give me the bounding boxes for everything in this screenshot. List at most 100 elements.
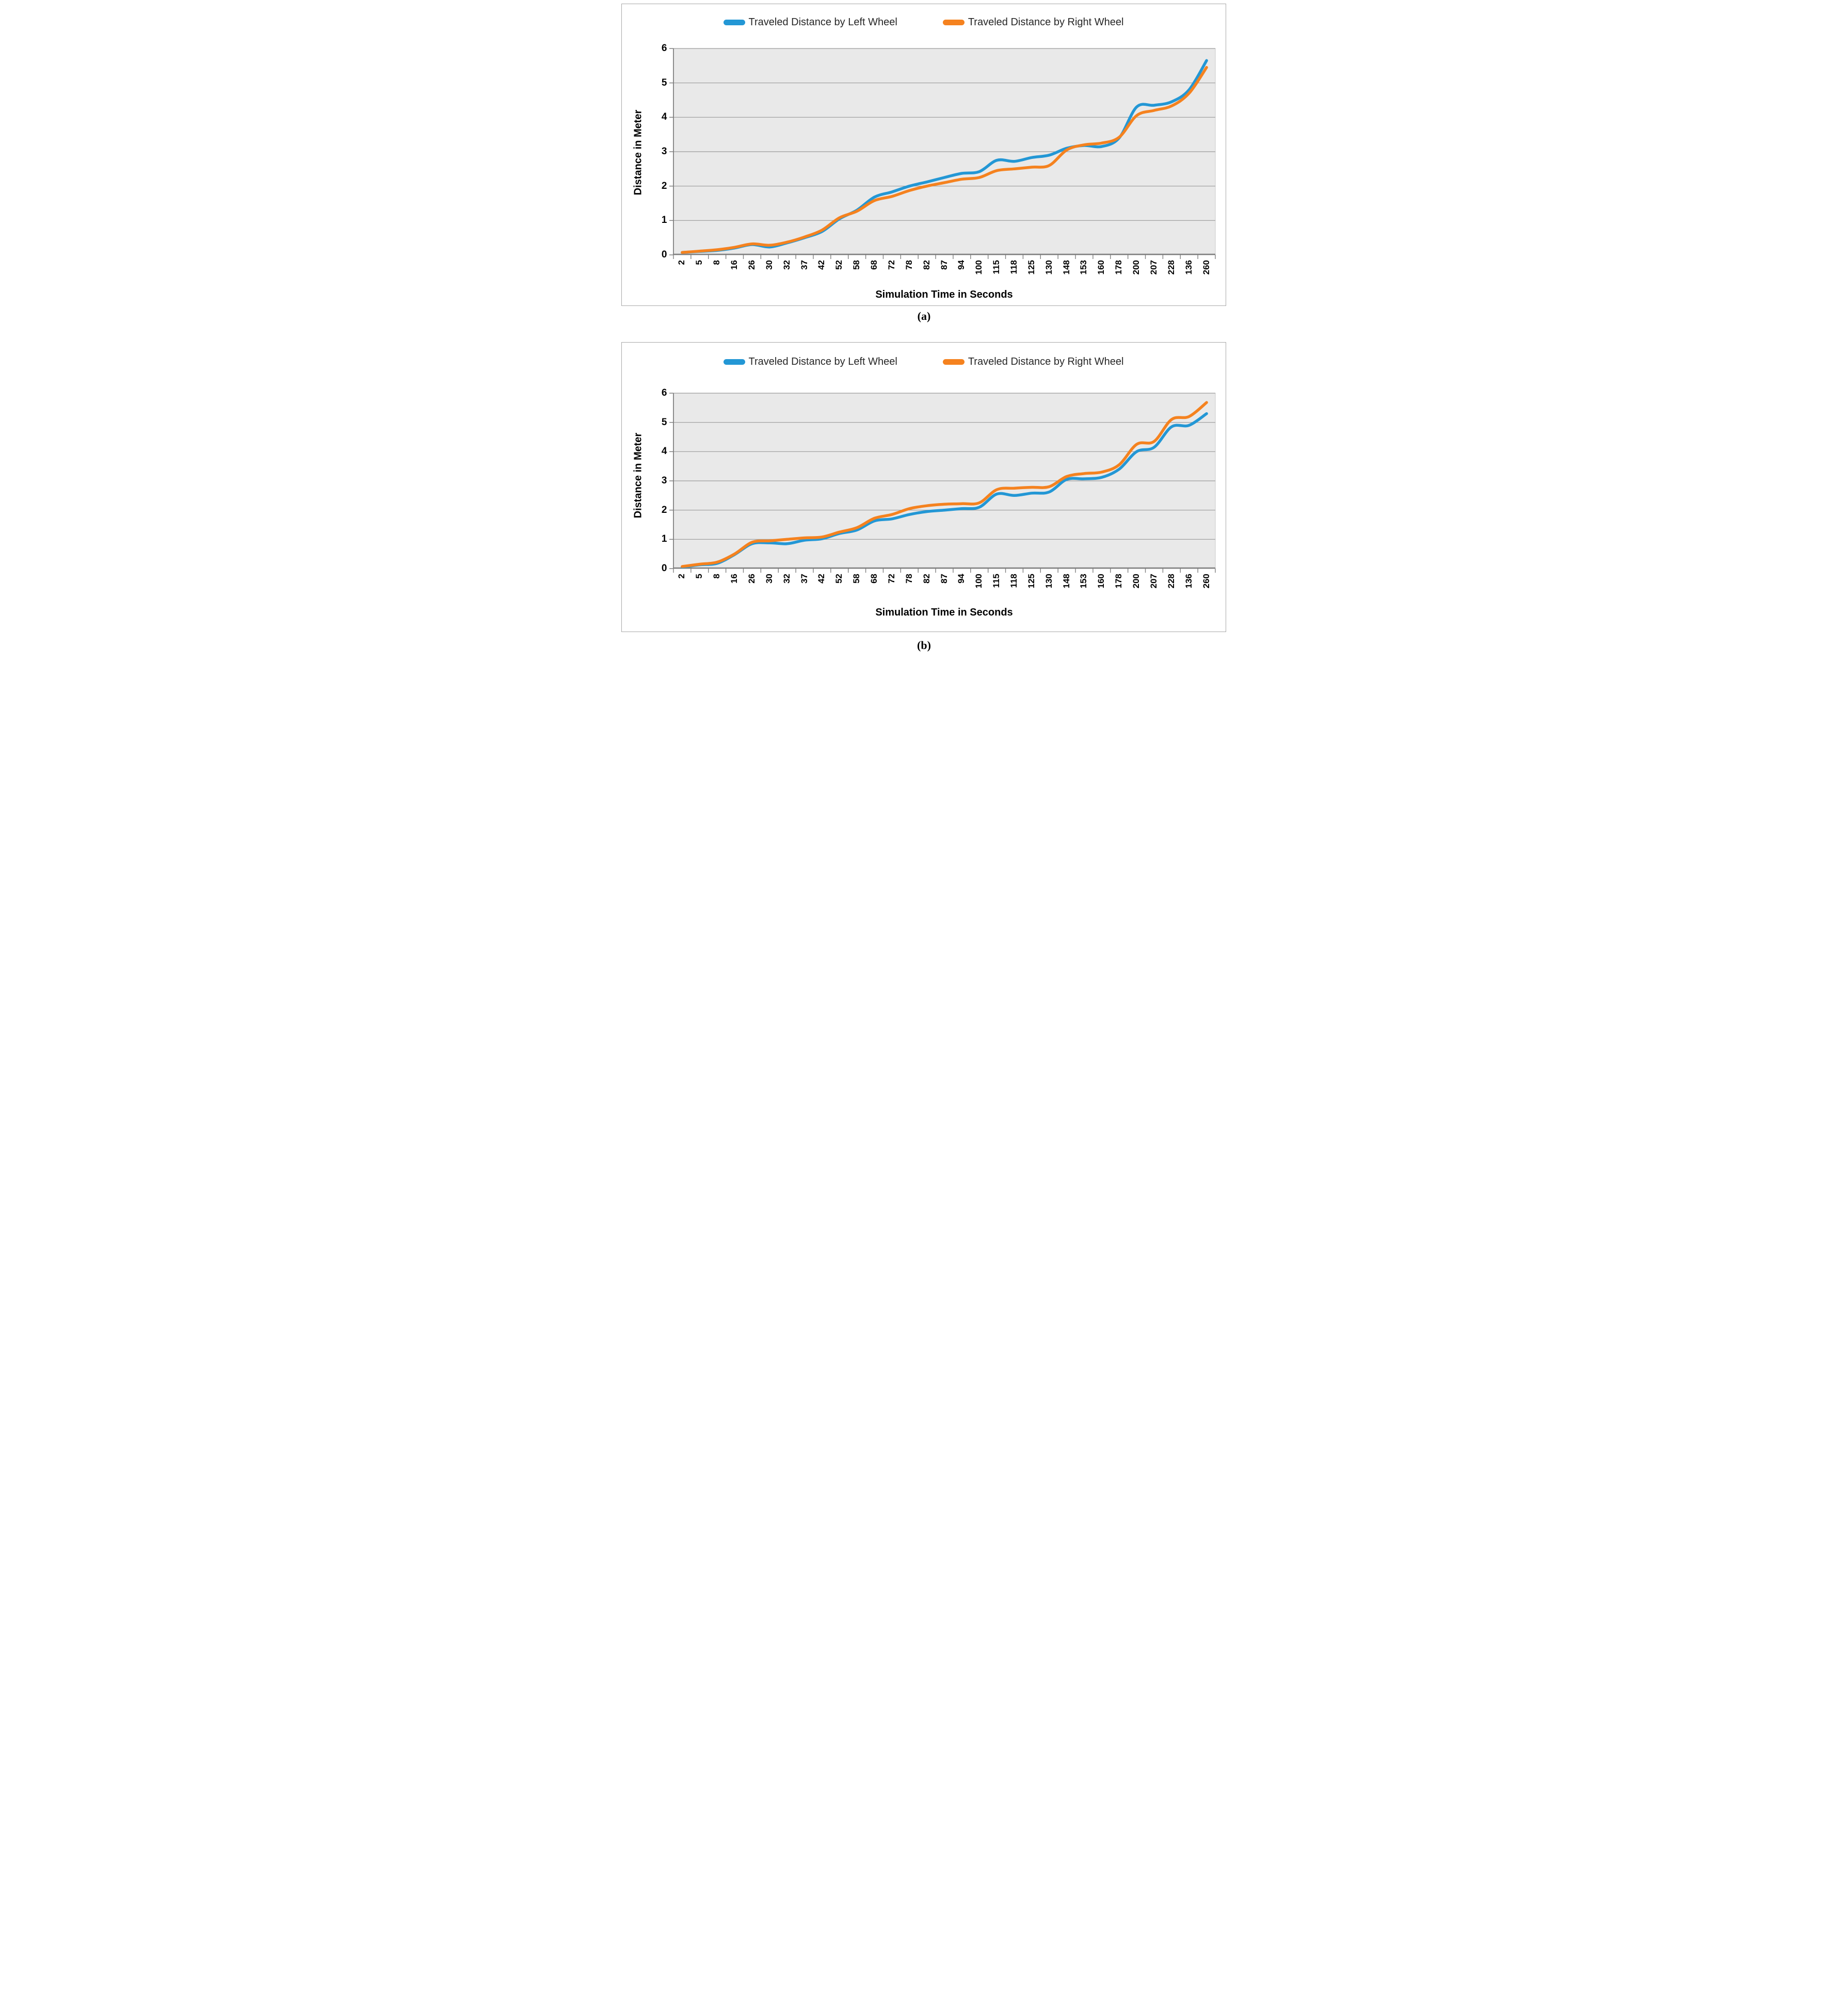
legend-line-swatch-orange xyxy=(942,359,965,365)
y-axis-title: Distance in Meter xyxy=(632,432,644,519)
legend-label: Traveled Distance by Right Wheel xyxy=(968,17,1124,28)
x-tick-label: 78 xyxy=(904,260,914,270)
x-tick-label: 2 xyxy=(677,260,687,265)
legend-label: Traveled Distance by Left Wheel xyxy=(748,356,897,367)
x-tick-label: 30 xyxy=(764,574,774,584)
x-tick-label: 178 xyxy=(1114,574,1124,589)
x-tick-label: 5 xyxy=(694,260,704,265)
legend-line-swatch-orange xyxy=(942,20,965,25)
x-tick-label: 82 xyxy=(921,260,931,270)
x-tick-label: 8 xyxy=(712,260,722,265)
x-tick-label: 260 xyxy=(1201,574,1211,589)
x-tick-label: 68 xyxy=(869,260,879,270)
y-tick-label: 2 xyxy=(661,504,667,515)
legend-line-swatch-blue xyxy=(723,20,745,25)
x-tick-label: 160 xyxy=(1096,260,1106,275)
x-tick-label: 82 xyxy=(921,574,931,584)
x-tick-label: 52 xyxy=(834,574,844,584)
y-tick-label: 1 xyxy=(661,215,667,226)
legend-item-right-wheel: Traveled Distance by Right Wheel xyxy=(942,17,1124,28)
x-tick-label: 125 xyxy=(1026,574,1036,589)
x-tick-label: 130 xyxy=(1043,260,1054,275)
chart-panel-a: Traveled Distance by Left Wheel Traveled… xyxy=(621,4,1226,306)
x-tick-label: 94 xyxy=(956,574,967,584)
x-tick-label: 72 xyxy=(886,574,896,584)
x-tick-label: 87 xyxy=(939,574,949,584)
x-tick-label: 58 xyxy=(851,260,862,270)
x-tick-label: 5 xyxy=(694,574,704,579)
x-tick-label: 136 xyxy=(1183,260,1194,275)
x-tick-label: 130 xyxy=(1043,574,1054,589)
caption-b: (b) xyxy=(917,639,931,652)
x-tick-label: 16 xyxy=(729,574,740,584)
series-line-left-wheel xyxy=(680,412,1208,569)
legend-item-left-wheel: Traveled Distance by Left Wheel xyxy=(723,17,897,28)
y-tick-label: 5 xyxy=(661,77,667,88)
x-tick-label: 228 xyxy=(1166,574,1176,589)
chart-panel-b: Traveled Distance by Left Wheel Traveled… xyxy=(621,342,1226,632)
legend-label: Traveled Distance by Left Wheel xyxy=(748,17,897,28)
y-tick-label: 3 xyxy=(661,146,667,157)
legend-label: Traveled Distance by Right Wheel xyxy=(968,356,1124,367)
x-tick-label: 26 xyxy=(746,260,757,270)
x-tick-label: 30 xyxy=(764,260,774,270)
y-tick-label: 0 xyxy=(661,249,667,260)
x-tick-label: 148 xyxy=(1061,574,1071,589)
x-tick-label: 115 xyxy=(991,574,1002,588)
chart-svg xyxy=(669,48,1216,259)
figure-page: Traveled Distance by Left Wheel Traveled… xyxy=(616,0,1232,663)
y-tick-label: 2 xyxy=(661,180,667,191)
x-axis-title: Simulation Time in Seconds xyxy=(875,607,1013,618)
y-tick-label: 5 xyxy=(661,416,667,428)
x-tick-label: 87 xyxy=(939,260,949,270)
y-tick-label: 0 xyxy=(661,563,667,574)
x-tick-label: 118 xyxy=(1008,260,1019,274)
legend-item-left-wheel: Traveled Distance by Left Wheel xyxy=(723,356,897,368)
x-tick-label: 200 xyxy=(1131,260,1142,275)
x-tick-label: 207 xyxy=(1148,574,1159,589)
x-tick-label: 115 xyxy=(991,260,1002,274)
x-tick-label: 125 xyxy=(1026,260,1036,275)
y-axis-title: Distance in Meter xyxy=(632,109,644,196)
x-tick-label: 100 xyxy=(974,574,984,589)
series-line-right-wheel xyxy=(680,401,1208,568)
x-tick-label: 58 xyxy=(851,574,862,584)
y-tick-label: 1 xyxy=(661,533,667,545)
x-tick-label: 260 xyxy=(1201,260,1211,275)
caption-a: (a) xyxy=(917,310,931,322)
x-tick-label: 78 xyxy=(904,574,914,584)
x-axis-title: Simulation Time in Seconds xyxy=(875,289,1013,300)
x-tick-label: 26 xyxy=(746,574,757,584)
x-tick-label: 160 xyxy=(1096,574,1106,589)
x-tick-label: 2 xyxy=(677,574,687,579)
x-tick-label: 68 xyxy=(869,574,879,584)
y-tick-label: 3 xyxy=(661,475,667,486)
x-tick-label: 228 xyxy=(1166,260,1176,275)
x-tick-label: 100 xyxy=(974,260,984,275)
x-tick-label: 178 xyxy=(1114,260,1124,275)
legend-line-swatch-blue xyxy=(723,359,745,365)
legend-item-right-wheel: Traveled Distance by Right Wheel xyxy=(942,356,1124,368)
x-tick-label: 42 xyxy=(816,260,827,270)
x-tick-label: 200 xyxy=(1131,574,1142,589)
x-tick-label: 153 xyxy=(1079,574,1089,589)
x-tick-label: 207 xyxy=(1148,260,1159,275)
y-tick-label: 4 xyxy=(661,446,667,457)
x-tick-label: 8 xyxy=(712,574,722,579)
x-tick-label: 52 xyxy=(834,260,844,270)
legend: Traveled Distance by Left Wheel Traveled… xyxy=(622,356,1226,368)
x-tick-label: 32 xyxy=(781,260,792,270)
series-line-right-wheel xyxy=(680,66,1208,254)
x-tick-label: 72 xyxy=(886,260,896,270)
y-tick-label: 6 xyxy=(661,387,667,398)
chart-svg xyxy=(669,393,1216,573)
x-tick-label: 37 xyxy=(799,260,809,270)
y-tick-label: 6 xyxy=(661,43,667,54)
x-tick-label: 37 xyxy=(799,574,809,584)
x-tick-label: 153 xyxy=(1079,260,1089,275)
legend: Traveled Distance by Left Wheel Traveled… xyxy=(622,17,1226,28)
x-tick-label: 42 xyxy=(816,574,827,584)
x-tick-label: 16 xyxy=(729,260,740,270)
x-tick-label: 94 xyxy=(956,260,967,270)
x-tick-label: 32 xyxy=(781,574,792,584)
